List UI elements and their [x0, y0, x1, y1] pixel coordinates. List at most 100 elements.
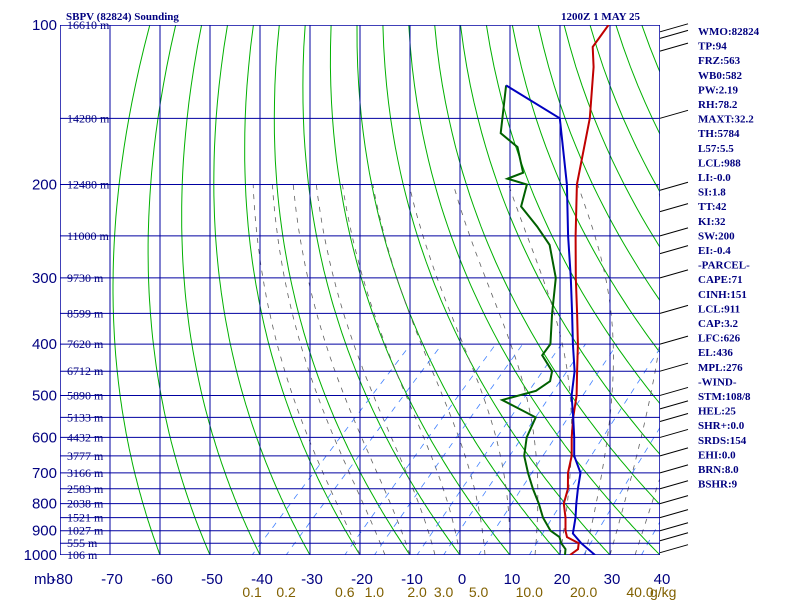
- mixing-ratio-line: [373, 343, 524, 555]
- station-title: SBPV (82824) Sounding: [66, 11, 179, 23]
- temperature-label: 20: [554, 571, 571, 588]
- wind-barb: [659, 245, 689, 255]
- index-item: LFC:626: [698, 333, 741, 345]
- wind-barb: [659, 362, 689, 372]
- index-item: BRN:8.0: [698, 464, 739, 476]
- wind-barb: [659, 400, 689, 410]
- index-item: KI:32: [698, 216, 726, 228]
- index-item: CINH:151: [698, 289, 747, 301]
- index-item: LI:-0.0: [698, 172, 731, 184]
- mixing-ratio-line: [285, 343, 443, 555]
- index-item: TP:94: [698, 41, 727, 53]
- height-label: 555 m: [67, 536, 98, 550]
- pressure-label: 800: [32, 496, 57, 513]
- mixing-ratio-label: 0.2: [276, 584, 296, 600]
- index-item: TH:5784: [698, 128, 740, 140]
- wind-barb: [659, 480, 689, 490]
- dry-adiabat: [760, 1, 800, 567]
- index-item: HEL:25: [698, 406, 736, 418]
- wind-barb: [659, 181, 689, 191]
- height-label: 14280 m: [67, 111, 110, 125]
- index-item: L57:5.5: [698, 143, 734, 155]
- sounding-time: 1200Z 1 MAY 25: [561, 11, 640, 23]
- index-item: SHR+:0.0: [698, 420, 745, 432]
- height-label: 16610 m: [67, 18, 110, 32]
- index-item: TT:42: [698, 201, 727, 213]
- temperature-label: -10: [401, 571, 423, 588]
- wind-barb: [659, 532, 689, 542]
- mixing-ratio-label: 2.0: [407, 584, 427, 600]
- wind-barb: [659, 447, 689, 457]
- wind-barb: [659, 495, 689, 505]
- temperature-label: -50: [201, 571, 223, 588]
- mixing-ratio-label: 40.0: [626, 584, 653, 600]
- wind-barb: [659, 386, 689, 396]
- mixing-ratio-label: 10.0: [516, 584, 543, 600]
- index-item: SW:200: [698, 230, 735, 242]
- wind-barb: [659, 413, 689, 423]
- wind-barb: [659, 227, 689, 237]
- stability-indices: WMO:82824 TP:94 FRZ:563 WB0:582 PW:2.19 RH:78…: [698, 26, 760, 491]
- mixing-ratio-line: [528, 347, 660, 555]
- pressure-label: 1000: [24, 547, 57, 564]
- index-item: EL:436: [698, 347, 733, 359]
- mixing-ratio-unit-label: g/kg: [650, 584, 676, 600]
- pressure-unit-label: mb: [34, 571, 55, 588]
- pressure-label: 100: [32, 17, 57, 34]
- mixing-ratio-line: [416, 343, 562, 555]
- mixing-ratio-label: 3.0: [434, 584, 454, 600]
- height-label: 6712 m: [67, 364, 104, 378]
- moist-adiabat: [609, 184, 660, 555]
- dry-adiabat: [408, 25, 660, 555]
- mixing-ratio-line: [478, 343, 618, 555]
- height-label: 1521 m: [67, 511, 104, 525]
- index-item: WB0:582: [698, 70, 743, 82]
- background-lines: [112, 1, 800, 567]
- dry-adiabat: [589, 25, 660, 194]
- index-item: BSHR:9: [698, 479, 738, 491]
- moist-adiabat: [453, 184, 539, 555]
- height-label: 4432 m: [67, 430, 104, 444]
- mixing-ratio-label: 0.1: [242, 584, 262, 600]
- temperature-label: -60: [151, 571, 173, 588]
- height-label: 5890 m: [67, 388, 104, 402]
- index-item: SI:1.8: [698, 187, 726, 199]
- height-label: 5133 m: [67, 410, 104, 424]
- moist-adiabat: [634, 476, 660, 555]
- mixing-ratio-line: [443, 343, 586, 555]
- temperature-label: 0: [458, 571, 466, 588]
- wind-barb: [659, 522, 689, 532]
- wind-barb: [659, 23, 689, 33]
- dry-adiabat: [244, 25, 361, 555]
- profile-lines: [499, 25, 610, 555]
- moist-adiabat: [292, 184, 411, 555]
- height-label: 12480 m: [67, 178, 110, 192]
- pressure-label: 600: [32, 429, 57, 446]
- height-label: 9730 m: [67, 271, 104, 285]
- dry-adiabat: [112, 25, 161, 555]
- wind-barb: [659, 509, 689, 519]
- index-item: WMO:82824: [698, 26, 760, 38]
- height-label: 8599 m: [67, 306, 104, 320]
- dry-adiabat: [302, 25, 461, 555]
- pressure-label: 500: [32, 387, 57, 404]
- mixing-ratio-labels: 0.1 0.2 0.6 1.0 2.0 3.0 5.0 10.0 20.0 40.0: [242, 584, 653, 600]
- wind-barb: [659, 109, 689, 119]
- index-item: RH:78.2: [698, 99, 738, 111]
- wind-barb: [659, 269, 689, 279]
- index-item: LCL:911: [698, 303, 740, 315]
- moist-adiabat: [372, 184, 486, 555]
- temperature-label: 40: [654, 571, 671, 588]
- height-label: 2038 m: [67, 497, 104, 511]
- index-item: MPL:276: [698, 362, 743, 374]
- mixing-ratio-line: [251, 343, 412, 555]
- dry-adiabat: [537, 25, 660, 302]
- mixing-ratio-line: [344, 343, 497, 555]
- wind-barb: [659, 335, 689, 345]
- parcel-line: [505, 84, 596, 555]
- wind-barb: [659, 304, 689, 314]
- index-item: -WIND-: [698, 376, 737, 388]
- index-item: PW:2.19: [698, 84, 739, 96]
- temperature-label: -20: [351, 571, 373, 588]
